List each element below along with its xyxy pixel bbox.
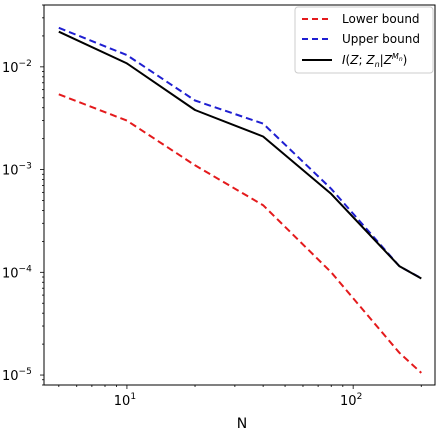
- series-line-exact: [58, 30, 422, 280]
- legend-box: [294, 6, 434, 74]
- ticks: 101 102 10−5 10−4 10−3 10−2: [2, 4, 422, 409]
- series-layer: [58, 26, 422, 374]
- legend: Lower bound Upper bound I(Z; Zn|ZMn): [294, 6, 434, 74]
- y-tick-label: 10−2: [2, 59, 32, 76]
- y-tick-label: 10−3: [2, 162, 32, 179]
- legend-label-exact: I(Z; Zn|ZMn): [342, 52, 407, 69]
- x-axis-label: N: [237, 416, 247, 432]
- legend-label-upper: Upper bound: [342, 32, 420, 46]
- y-tick-label: 10−4: [2, 264, 32, 281]
- legend-label-lower: Lower bound: [342, 12, 420, 26]
- x-tick-label: 101: [114, 392, 136, 409]
- x-tick-label: 102: [340, 392, 362, 409]
- y-tick-label: 10−5: [2, 367, 32, 384]
- series-line-lower: [58, 93, 422, 374]
